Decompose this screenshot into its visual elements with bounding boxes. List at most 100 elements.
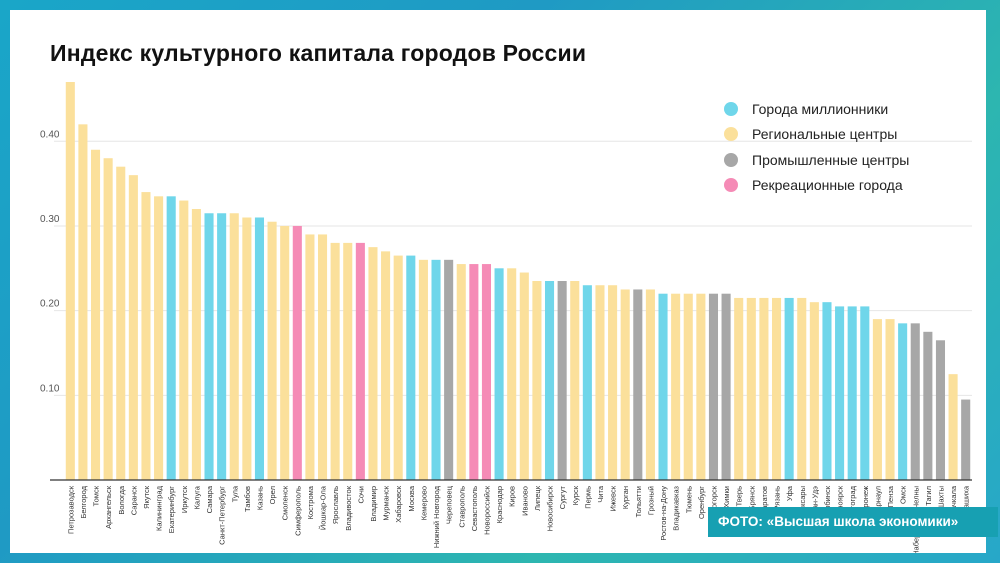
legend-label: Города миллионники bbox=[752, 100, 889, 117]
bar-23 bbox=[343, 242, 353, 480]
x-tick-label: Ставрополь bbox=[457, 486, 466, 528]
x-tick-label: Курган bbox=[621, 486, 630, 509]
bar-34 bbox=[481, 264, 492, 480]
bar-47 bbox=[645, 289, 655, 480]
bar-60 bbox=[809, 302, 819, 480]
bar-40 bbox=[557, 281, 567, 480]
bar-49 bbox=[671, 293, 681, 480]
legend-item-recreational: Рекреационные города bbox=[724, 173, 909, 199]
x-tick-label: Санкт-Петербург bbox=[218, 486, 227, 545]
bar-12 bbox=[204, 213, 214, 481]
bar-63 bbox=[847, 306, 857, 480]
bar-48 bbox=[658, 293, 668, 480]
bar-2 bbox=[78, 124, 88, 480]
x-tick-label: Москва bbox=[407, 485, 416, 511]
bar-37 bbox=[519, 272, 529, 480]
bar-45 bbox=[620, 289, 630, 480]
legend-swatch-industrial bbox=[724, 152, 738, 167]
x-tick-label: Владикавказ bbox=[672, 485, 681, 530]
bar-26 bbox=[381, 251, 391, 480]
bar-55 bbox=[746, 297, 756, 480]
bar-59 bbox=[797, 297, 807, 480]
bar-28 bbox=[406, 255, 416, 480]
x-tick-label: Тула bbox=[230, 485, 239, 502]
bar-72 bbox=[961, 399, 971, 480]
x-tick-label: Хабаровск bbox=[394, 485, 403, 522]
x-tick-label: Липецк bbox=[533, 485, 542, 511]
x-tick-label: Белгород bbox=[79, 485, 88, 518]
photo-credit: ФОТО: «Высшая школа экономики» bbox=[708, 507, 998, 537]
x-tick-label: Пенза bbox=[886, 485, 895, 507]
bar-53 bbox=[721, 293, 731, 480]
bar-41 bbox=[570, 281, 580, 480]
x-tick-label: Рязань bbox=[773, 486, 782, 511]
x-tick-label: Екатеринбург bbox=[167, 486, 176, 533]
bar-27 bbox=[393, 255, 403, 480]
x-tick-label: Саратов bbox=[760, 486, 769, 515]
card: Индекс культурного капитала городов Росс… bbox=[10, 10, 986, 553]
legend-item-industrial: Промышленные центры bbox=[724, 147, 909, 173]
x-tick-label: Барнаул bbox=[873, 486, 882, 515]
x-tick-label: Чебоксары bbox=[798, 486, 807, 524]
bar-46 bbox=[633, 289, 643, 480]
x-tick-label: Шахты bbox=[936, 486, 945, 510]
x-tick-label: Самара bbox=[205, 485, 214, 513]
x-tick-label: Петрозаводск bbox=[66, 485, 75, 534]
bar-61 bbox=[822, 302, 832, 480]
legend-item-regional: Региональные центры bbox=[724, 122, 909, 148]
bar-7 bbox=[141, 192, 151, 480]
bar-51 bbox=[696, 293, 706, 480]
x-tick-label: Киров bbox=[508, 486, 517, 507]
x-tick-label: Севастополь bbox=[470, 486, 479, 531]
x-tick-label: Владивосток bbox=[344, 485, 353, 530]
bar-57 bbox=[771, 297, 782, 480]
bar-35 bbox=[494, 268, 504, 480]
x-tick-label: Калининград bbox=[155, 485, 164, 531]
bar-39 bbox=[544, 281, 555, 480]
x-tick-label: Череповец bbox=[445, 485, 454, 524]
x-tick-label: Якутск bbox=[142, 485, 151, 509]
x-tick-label: Краснодар bbox=[495, 486, 504, 523]
bar-67 bbox=[898, 323, 908, 480]
bar-3 bbox=[90, 149, 101, 480]
bar-50 bbox=[683, 293, 693, 480]
bar-30 bbox=[431, 259, 441, 480]
bar-19 bbox=[292, 225, 302, 480]
bar-70 bbox=[935, 340, 946, 480]
legend-label: Промышленные центры bbox=[752, 151, 910, 168]
x-tick-label: Калуга bbox=[192, 485, 201, 509]
bar-4 bbox=[103, 158, 113, 480]
bar-20 bbox=[305, 234, 315, 480]
bar-21 bbox=[317, 234, 328, 480]
x-tick-label: Волгоград bbox=[848, 485, 857, 521]
x-tick-label: Симферополь bbox=[293, 486, 302, 536]
bar-22 bbox=[330, 242, 340, 480]
bar-25 bbox=[368, 247, 378, 480]
bar-10 bbox=[179, 200, 189, 480]
x-tick-label: Йошкар-Ола bbox=[319, 485, 328, 530]
x-tick-label: Пермь bbox=[583, 486, 592, 509]
x-tick-label: Смоленск bbox=[281, 485, 290, 520]
x-tick-label: Ростов-на-Дону bbox=[659, 486, 668, 541]
bar-44 bbox=[608, 285, 618, 480]
x-tick-label: Иваново bbox=[520, 486, 529, 516]
bar-29 bbox=[418, 259, 428, 480]
bar-66 bbox=[885, 319, 895, 480]
x-tick-label: Тамбов bbox=[243, 486, 252, 512]
x-tick-label: Владимир bbox=[369, 486, 378, 522]
bar-38 bbox=[532, 281, 542, 480]
x-tick-label: Тольятти bbox=[634, 486, 643, 517]
x-tick-label: Архангельск bbox=[104, 485, 113, 529]
legend-swatch-regional bbox=[724, 127, 738, 142]
x-tick-label: Сургут bbox=[558, 485, 567, 509]
bar-9 bbox=[166, 196, 176, 480]
x-tick-label: Махачкала bbox=[949, 485, 958, 524]
x-tick-label: Ижевск bbox=[609, 485, 618, 511]
bar-24 bbox=[355, 242, 365, 480]
x-tick-label: Тюмень bbox=[684, 486, 693, 513]
y-tick-label: 0.20 bbox=[40, 299, 60, 310]
bar-65 bbox=[872, 319, 882, 480]
x-tick-label: Кемерово bbox=[419, 486, 428, 520]
x-tick-label: Казань bbox=[255, 486, 264, 510]
x-tick-label: Ярославль bbox=[331, 486, 340, 524]
